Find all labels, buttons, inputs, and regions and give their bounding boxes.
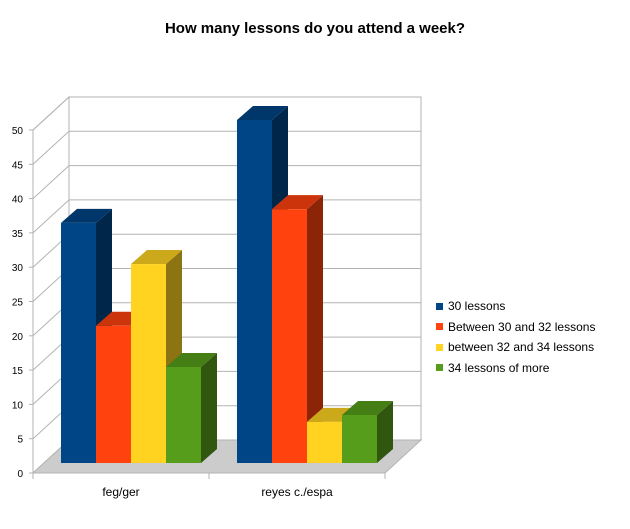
chart-title: How many lessons do you attend a week? [164,20,466,37]
bar-top [131,250,182,265]
bar-front [272,209,307,463]
y-tick-label: 5 [17,435,23,446]
legend-label: Between 30 and 32 lessons [448,319,596,334]
bar-top [342,400,393,415]
y-tick-label: 15 [12,366,24,377]
x-tick-label: feg/ger [102,485,139,499]
bar-front [166,366,201,463]
bar-side [201,352,217,463]
legend-label: between 32 and 34 lessons [448,340,595,355]
chart-legend: 30 lessons Between 30 and 32 lessons betwe… [436,296,595,378]
legend-swatch [436,323,443,331]
bar-front [61,222,96,463]
y-tick-label: 40 [12,195,24,206]
y-tick-label: 0 [17,469,23,480]
y-tick-label: 25 [12,298,24,309]
legend-label: 34 lessons of more [448,360,550,375]
chart-bars [61,106,393,463]
legend-swatch [436,302,443,310]
legend-swatch [436,343,443,351]
x-tick-label: reyes c./espa [261,485,333,499]
legend-item: 30 lessons [436,296,595,317]
gridline [32,130,421,165]
legend-swatch [436,364,443,372]
chart-tick-labels: 0 5 10 15 20 25 30 35 40 45 50 feg/ger reyes c./espa [12,126,333,499]
bar [272,195,323,463]
y-tick-label: 50 [12,126,24,137]
bar-top [166,352,217,367]
bar-top [272,195,323,210]
chart-axes [29,129,386,479]
bar-top [237,106,288,120]
y-tick-label: 10 [12,400,24,411]
bar [166,352,217,463]
legend-label: 30 lessons [448,299,506,314]
gridline [32,165,421,199]
bar-front [342,414,377,463]
y-tick-label: 45 [12,160,24,171]
bar-side [307,195,323,463]
bar-front [307,421,342,463]
bar-front [131,264,166,463]
bar-top [61,208,112,223]
y-tick-label: 30 [12,263,24,274]
bar [342,400,393,463]
legend-item: Between 30 and 32 lessons [436,317,595,338]
legend-item: between 32 and 34 lessons [436,337,595,358]
legend-item: 34 lessons of more [436,358,595,379]
bar-front [237,120,272,463]
bar-front [96,325,131,463]
gridline [32,96,421,131]
y-tick-label: 20 [12,332,24,343]
bar-side [377,400,393,463]
y-tick-label: 35 [12,229,24,240]
